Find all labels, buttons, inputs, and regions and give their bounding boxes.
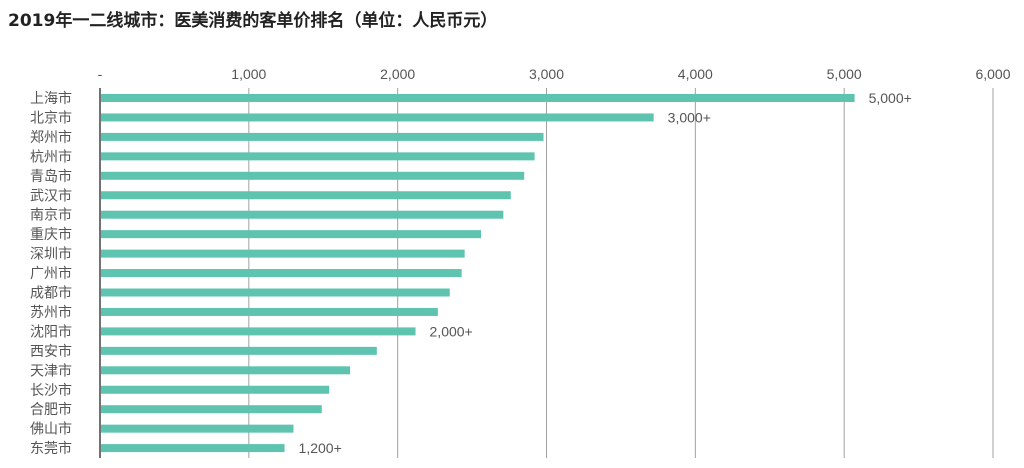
category-label: 苏州市	[30, 304, 72, 321]
chart-title: 2019年一二线城市：医美消费的客单价排名（单位：人民币元）	[8, 11, 498, 31]
bar	[101, 113, 654, 122]
bar	[101, 171, 525, 180]
bar	[101, 132, 544, 141]
x-tick-label: 2,000	[380, 66, 415, 82]
category-label: 郑州市	[30, 129, 72, 146]
data-label: 2,000+	[430, 323, 473, 339]
bar	[101, 230, 482, 239]
category-label: 天津市	[30, 362, 72, 379]
x-tick-label: -	[98, 66, 103, 82]
bar	[101, 191, 511, 200]
category-label: 东莞市	[30, 440, 72, 457]
bar	[101, 444, 285, 453]
category-label: 合肥市	[30, 401, 72, 418]
category-label: 长沙市	[30, 382, 72, 399]
category-label: 北京市	[30, 109, 72, 126]
bar	[101, 405, 322, 414]
data-label: 3,000+	[668, 109, 711, 125]
category-label: 杭州市	[30, 148, 72, 165]
category-label: 上海市	[30, 90, 72, 107]
category-label: 南京市	[30, 207, 72, 224]
bar	[101, 346, 377, 355]
bar	[101, 94, 855, 102]
category-label: 佛山市	[30, 421, 72, 438]
bar	[101, 424, 294, 433]
category-label: 青岛市	[30, 168, 72, 185]
bar	[101, 307, 438, 316]
bar	[101, 327, 416, 336]
category-label: 成都市	[30, 285, 72, 302]
bar	[101, 385, 330, 394]
x-tick-label: 4,000	[678, 66, 713, 82]
x-tick-label: 6,000	[975, 66, 1010, 82]
bar	[101, 269, 462, 278]
bar	[101, 152, 535, 161]
data-label: 5,000+	[869, 90, 912, 106]
x-tick-label: 3,000	[529, 66, 564, 82]
bar	[101, 366, 351, 375]
x-tick-label: 5,000	[827, 66, 862, 82]
category-label: 广州市	[30, 265, 72, 282]
category-label: 深圳市	[30, 246, 72, 263]
category-label: 重庆市	[30, 226, 72, 243]
data-label: 1,200+	[299, 440, 342, 456]
category-label: 沈阳市	[30, 323, 72, 340]
bar	[101, 249, 465, 258]
bar	[101, 210, 504, 219]
bar	[101, 288, 450, 297]
x-tick-label: 1,000	[231, 66, 266, 82]
category-label: 西安市	[30, 343, 72, 360]
category-label: 武汉市	[30, 187, 72, 204]
